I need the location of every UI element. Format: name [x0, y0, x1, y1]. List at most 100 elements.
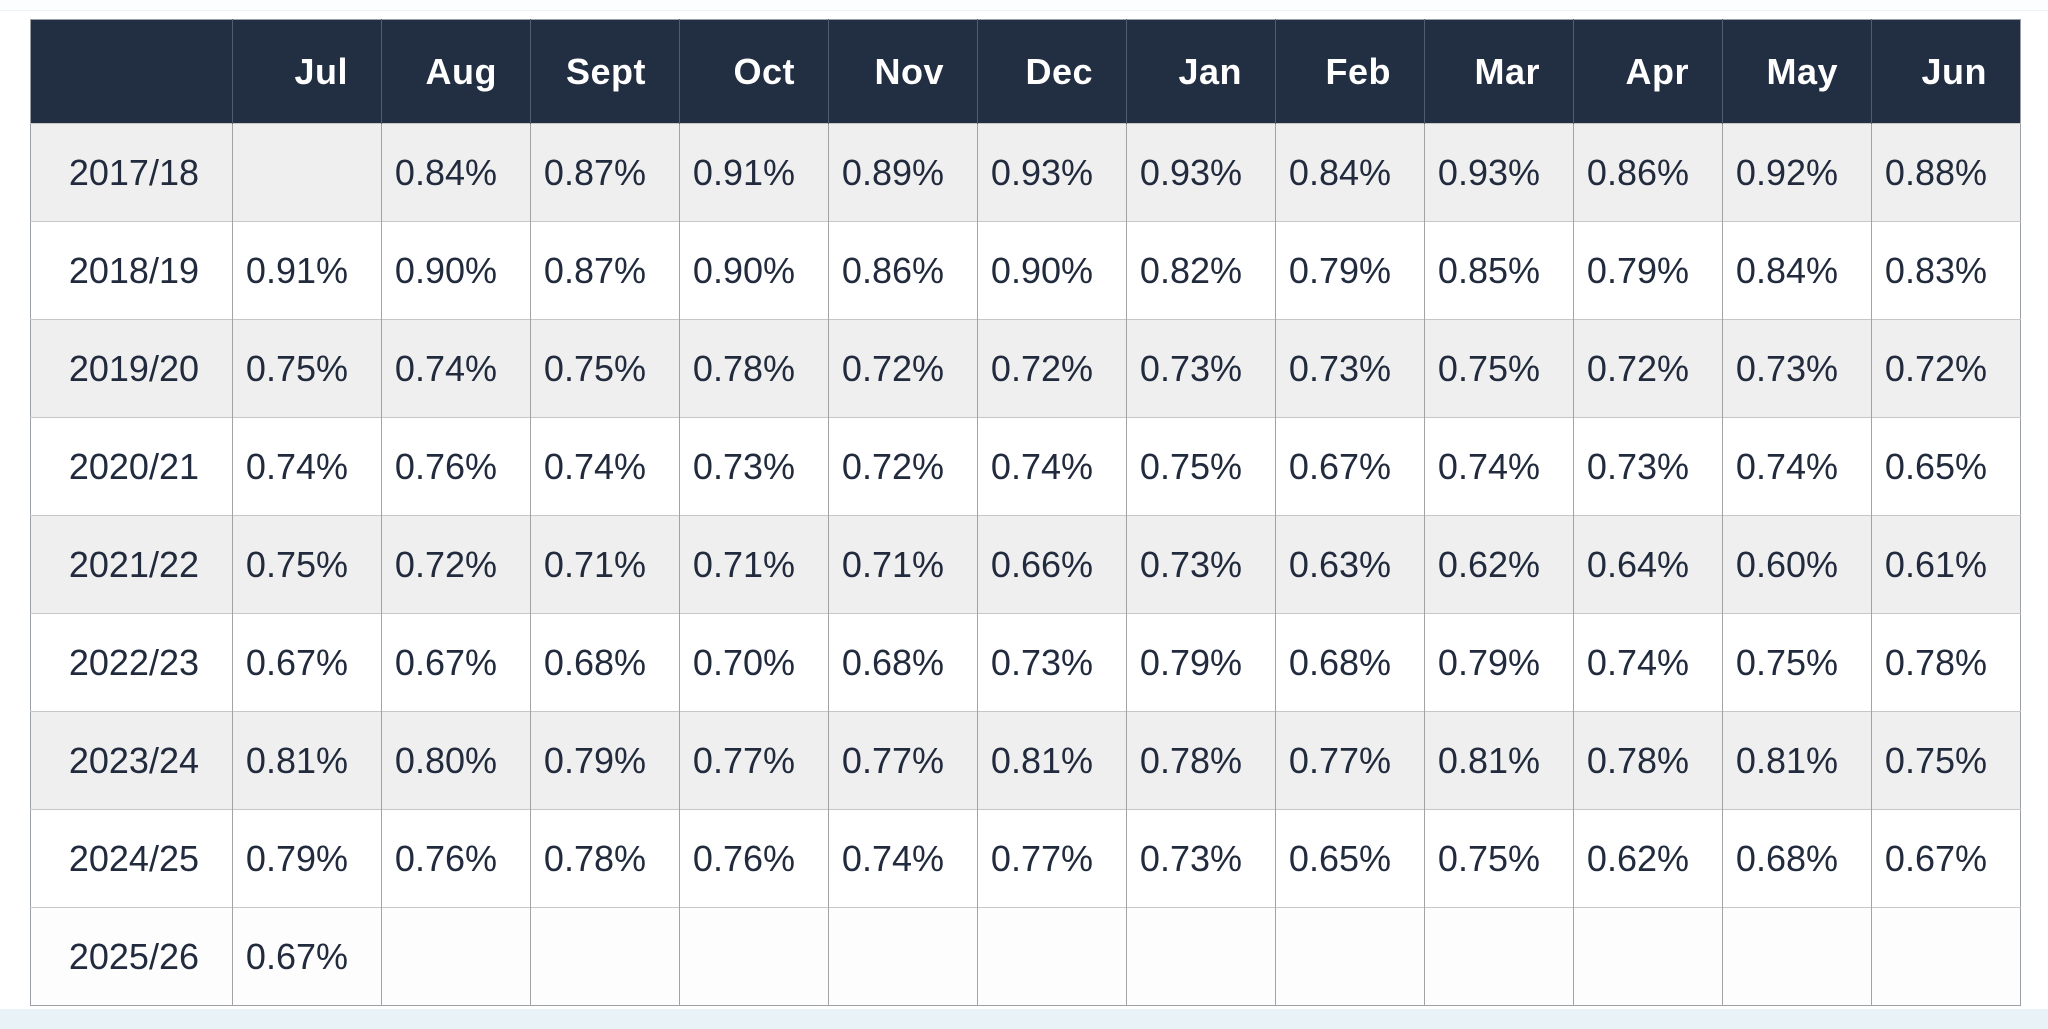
- rate-cell: [1424, 907, 1574, 1006]
- rate-cell: 0.75%: [1424, 809, 1574, 908]
- rate-cell: 0.90%: [977, 221, 1127, 320]
- rate-cell: 0.79%: [232, 809, 382, 908]
- year-label: 2022/23: [30, 613, 233, 712]
- table-header: Jul Aug Sept Oct Nov Dec Jan Feb Mar Apr May Jun: [30, 19, 2021, 124]
- rate-cell: 0.63%: [1275, 515, 1425, 614]
- table-row: 2017/18 0.84% 0.87% 0.91% 0.89% 0.93% 0.93% 0.8…: [30, 123, 2021, 222]
- rate-cell: [232, 123, 382, 222]
- rate-cell: 0.62%: [1424, 515, 1574, 614]
- rate-cell: [977, 907, 1127, 1006]
- rate-cell: 0.81%: [977, 711, 1127, 810]
- rate-cell: 0.75%: [232, 319, 382, 418]
- year-label: 2019/20: [30, 319, 233, 418]
- rate-cell: 0.74%: [530, 417, 680, 516]
- rate-cell: 0.75%: [530, 319, 680, 418]
- rate-cell: 0.72%: [381, 515, 531, 614]
- year-label: 2021/22: [30, 515, 233, 614]
- rate-cell: 0.72%: [1871, 319, 2021, 418]
- rate-cell: 0.67%: [1871, 809, 2021, 908]
- rate-cell: 0.93%: [1424, 123, 1574, 222]
- rate-cell: 0.71%: [828, 515, 978, 614]
- rate-cell: 0.87%: [530, 221, 680, 320]
- rate-cell: 0.89%: [828, 123, 978, 222]
- rate-cell: [1573, 907, 1723, 1006]
- table-row: 2023/24 0.81% 0.80% 0.79% 0.77% 0.77% 0.81% 0.7…: [30, 711, 2021, 810]
- column-header-aug: Aug: [381, 19, 531, 124]
- header-row: Jul Aug Sept Oct Nov Dec Jan Feb Mar Apr May Jun: [30, 19, 2021, 124]
- rate-cell: 0.60%: [1722, 515, 1872, 614]
- rate-cell: 0.90%: [679, 221, 829, 320]
- rate-cell: 0.68%: [828, 613, 978, 712]
- rate-cell: 0.75%: [1722, 613, 1872, 712]
- rate-cell: [1126, 907, 1276, 1006]
- rates-table-container: Jul Aug Sept Oct Nov Dec Jan Feb Mar Apr May Jun 20…: [30, 19, 2021, 1006]
- table-row: 2018/19 0.91% 0.90% 0.87% 0.90% 0.86% 0.90% 0.8…: [30, 221, 2021, 320]
- rate-cell: 0.81%: [1424, 711, 1574, 810]
- rate-cell: 0.76%: [381, 809, 531, 908]
- rate-cell: 0.75%: [1871, 711, 2021, 810]
- table-row: 2020/21 0.74% 0.76% 0.74% 0.73% 0.72% 0.74% 0.7…: [30, 417, 2021, 516]
- column-header-mar: Mar: [1424, 19, 1574, 124]
- column-header-jan: Jan: [1126, 19, 1276, 124]
- rate-cell: 0.91%: [232, 221, 382, 320]
- rate-cell: 0.77%: [679, 711, 829, 810]
- rate-cell: 0.79%: [1573, 221, 1723, 320]
- table-row: 2022/23 0.67% 0.67% 0.68% 0.70% 0.68% 0.73% 0.7…: [30, 613, 2021, 712]
- table-row: 2025/26 0.67%: [30, 907, 2021, 1006]
- monthly-rates-table: Jul Aug Sept Oct Nov Dec Jan Feb Mar Apr May Jun 20…: [30, 19, 2021, 1006]
- rate-cell: 0.68%: [1275, 613, 1425, 712]
- rate-cell: 0.71%: [530, 515, 680, 614]
- table-body: 2017/18 0.84% 0.87% 0.91% 0.89% 0.93% 0.93% 0.8…: [30, 123, 2021, 1006]
- rate-cell: 0.92%: [1722, 123, 1872, 222]
- rate-cell: 0.72%: [828, 417, 978, 516]
- column-header-feb: Feb: [1275, 19, 1425, 124]
- table-row: 2021/22 0.75% 0.72% 0.71% 0.71% 0.71% 0.66% 0.7…: [30, 515, 2021, 614]
- year-label: 2020/21: [30, 417, 233, 516]
- top-strip: [0, 0, 2048, 11]
- rate-cell: 0.68%: [530, 613, 680, 712]
- year-label: 2025/26: [30, 907, 233, 1006]
- rate-cell: 0.84%: [381, 123, 531, 222]
- rate-cell: 0.84%: [1275, 123, 1425, 222]
- rate-cell: 0.73%: [1275, 319, 1425, 418]
- year-label: 2017/18: [30, 123, 233, 222]
- rate-cell: 0.77%: [828, 711, 978, 810]
- rate-cell: 0.79%: [1126, 613, 1276, 712]
- rate-cell: 0.86%: [828, 221, 978, 320]
- column-header-jun: Jun: [1871, 19, 2021, 124]
- rate-cell: 0.78%: [530, 809, 680, 908]
- rate-cell: 0.80%: [381, 711, 531, 810]
- rate-cell: 0.71%: [679, 515, 829, 614]
- rate-cell: 0.73%: [1126, 515, 1276, 614]
- rate-cell: 0.73%: [977, 613, 1127, 712]
- corner-header-cell: [30, 19, 233, 124]
- rate-cell: 0.74%: [1573, 613, 1723, 712]
- rate-cell: 0.75%: [1126, 417, 1276, 516]
- rate-cell: 0.91%: [679, 123, 829, 222]
- rate-cell: 0.67%: [381, 613, 531, 712]
- year-label: 2024/25: [30, 809, 233, 908]
- column-header-jul: Jul: [232, 19, 382, 124]
- rate-cell: 0.93%: [1126, 123, 1276, 222]
- rate-cell: [530, 907, 680, 1006]
- rate-cell: 0.73%: [1126, 319, 1276, 418]
- rate-cell: 0.82%: [1126, 221, 1276, 320]
- rate-cell: [1722, 907, 1872, 1006]
- rate-cell: 0.73%: [1573, 417, 1723, 516]
- rate-cell: 0.84%: [1722, 221, 1872, 320]
- table-row: 2019/20 0.75% 0.74% 0.75% 0.78% 0.72% 0.72% 0.7…: [30, 319, 2021, 418]
- rate-cell: 0.72%: [977, 319, 1127, 418]
- rate-cell: 0.65%: [1871, 417, 2021, 516]
- rate-cell: [381, 907, 531, 1006]
- rate-cell: 0.73%: [1126, 809, 1276, 908]
- rate-cell: [679, 907, 829, 1006]
- rate-cell: 0.81%: [1722, 711, 1872, 810]
- rate-cell: 0.74%: [1424, 417, 1574, 516]
- column-header-oct: Oct: [679, 19, 829, 124]
- rate-cell: 0.93%: [977, 123, 1127, 222]
- rate-cell: 0.78%: [1126, 711, 1276, 810]
- rate-cell: 0.73%: [679, 417, 829, 516]
- rate-cell: [1871, 907, 2021, 1006]
- rate-cell: 0.75%: [232, 515, 382, 614]
